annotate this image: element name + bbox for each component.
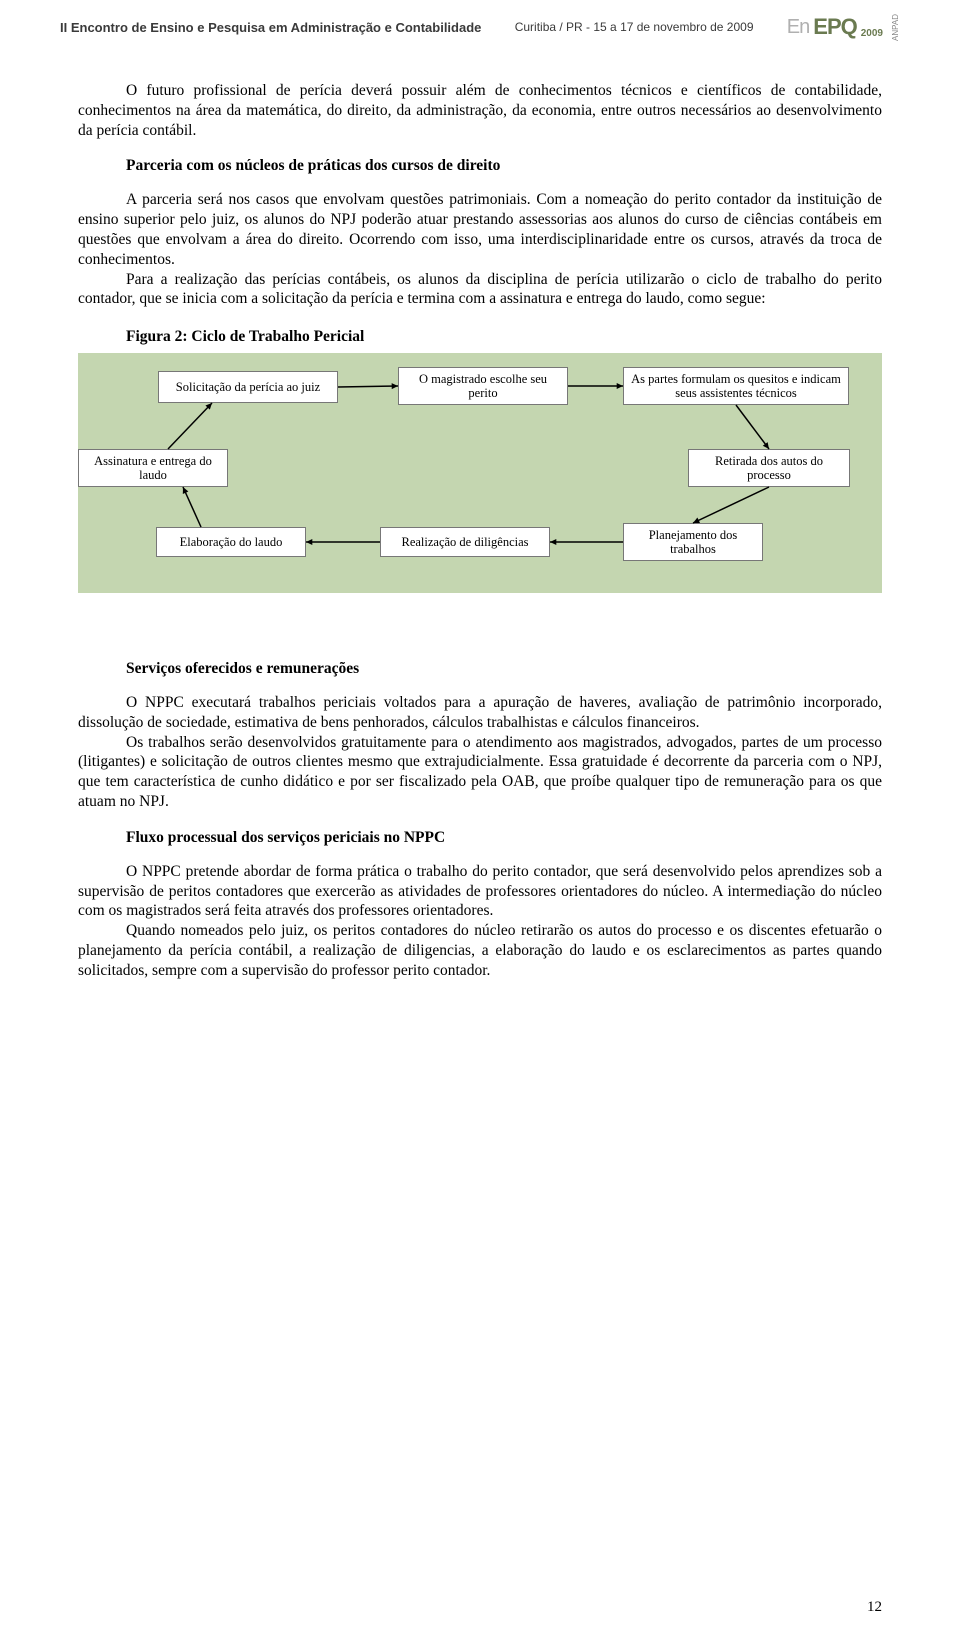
logo-en: En [787, 16, 809, 39]
flowchart-arrow [160, 395, 220, 457]
paragraph-6: O NPPC pretende abordar de forma prática… [78, 862, 882, 921]
flowchart-ciclo-trabalho: Solicitação da perícia ao juizO magistra… [78, 353, 882, 593]
logo-epq: EPQ [813, 14, 856, 40]
flowchart-node: O magistrado escolhe seu perito [398, 367, 568, 405]
section-heading-parceria: Parceria com os núcleos de práticas dos … [126, 156, 882, 176]
flowchart-arrow [560, 378, 631, 394]
flowchart-arrow [728, 397, 777, 457]
section-heading-servicos: Serviços oferecidos e remunerações [126, 659, 882, 679]
flowchart-arrow [542, 534, 631, 550]
paragraph-7: Quando nomeados pelo juiz, os peritos co… [78, 921, 882, 980]
logo-side: ANPAD [891, 14, 900, 41]
paragraph-3: Para a realização das perícias contábeis… [78, 270, 882, 310]
paragraph-4: O NPPC executará trabalhos periciais vol… [78, 693, 882, 733]
logo: EnEPQ 2009 ANPAD [787, 14, 900, 41]
event-location-date: Curitiba / PR - 15 a 17 de novembro de 2… [515, 20, 754, 34]
logo-year: 2009 [861, 28, 883, 39]
flowchart-arrow [175, 479, 209, 535]
flowchart-arrow [330, 378, 406, 395]
page-header: II Encontro de Ensino e Pesquisa em Admi… [0, 0, 960, 51]
section-heading-fluxo: Fluxo processual dos serviços periciais … [126, 828, 882, 848]
page-content: O futuro profissional de perícia deverá … [0, 51, 960, 981]
flowchart-arrow [298, 534, 388, 550]
paragraph-5: Os trabalhos serão desenvolvidos gratuit… [78, 733, 882, 812]
paragraph-2: A parceria será nos casos que envolvam q… [78, 190, 882, 269]
paragraph-1: O futuro profissional de perícia deverá … [78, 81, 882, 140]
figure-title: Figura 2: Ciclo de Trabalho Pericial [126, 327, 882, 347]
page-number: 12 [867, 1599, 882, 1616]
flowchart-node: Realização de diligências [380, 527, 550, 557]
event-title: II Encontro de Ensino e Pesquisa em Admi… [60, 20, 481, 35]
flowchart-arrow [685, 479, 777, 531]
